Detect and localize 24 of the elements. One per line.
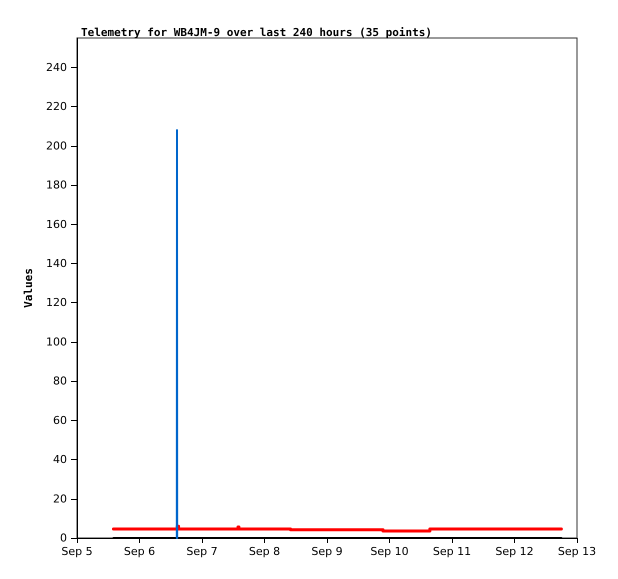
x-tick-label: Sep 6 [124,545,156,558]
x-tick-label: Sep 7 [186,545,218,558]
x-tick-label: Sep 9 [311,545,343,558]
y-tick-label: 200 [46,139,67,152]
y-tick-label: 240 [46,60,67,74]
x-tick-label: Sep 10 [370,545,409,558]
y-tick-label: 100 [46,335,67,348]
y-tick-label: 220 [46,100,67,114]
x-tick-label: Sep 13 [558,545,596,558]
y-tick-label: 140 [46,256,67,270]
y-tick-label: 0 [60,532,67,544]
y-tick-label: 20 [53,492,67,506]
x-tick-label: Sep 11 [432,545,472,558]
y-tick-label: 120 [46,296,67,310]
y-tick-label: 40 [53,453,67,466]
y-tick-label: 160 [46,218,67,231]
x-tick-label: Sep 5 [61,545,93,558]
chart-title: Telemetry for WB4JM-9 over last 240 hours (35 points) [81,26,432,39]
x-tick-label: Sep 12 [495,545,534,558]
y-tick-label: 60 [53,414,67,427]
y-tick-label: 180 [46,178,67,192]
x-tick-label: Sep 8 [248,545,280,558]
y-tick-label: 80 [53,374,67,388]
y-axis-title: Values [22,268,35,308]
